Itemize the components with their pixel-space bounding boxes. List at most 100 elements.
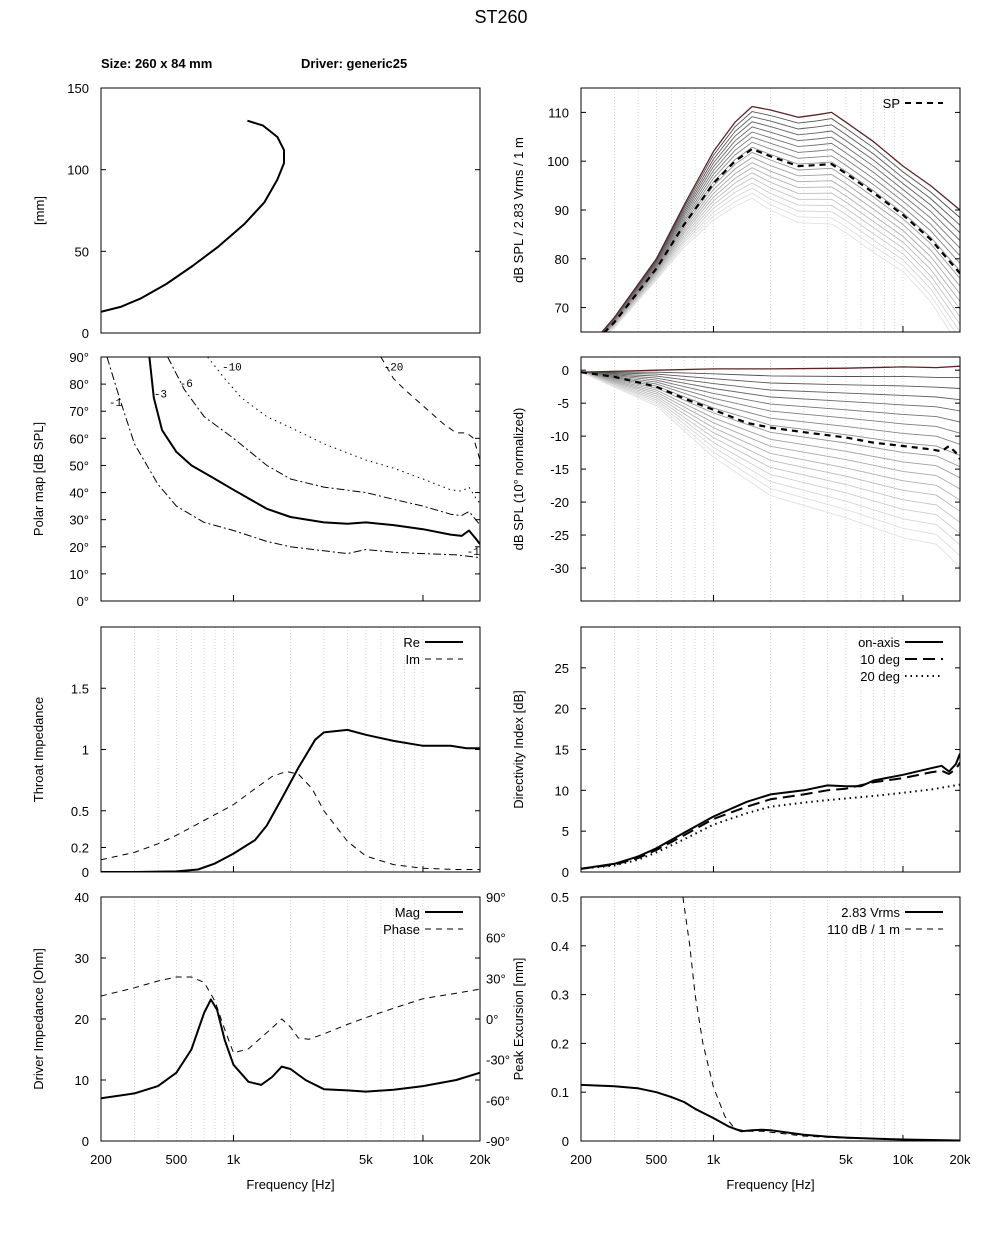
y-tick-label: 0° [77, 594, 89, 609]
excursion-chart: 0 0.1 0.2 0.3 0.4 0.5 200 500 1k 5k 10k 20k Peak Exc… [511, 890, 971, 1192]
y-tick-label: 0 [562, 1134, 569, 1149]
y-axis-label: Peak Excursion [mm] [511, 958, 526, 1081]
polar-family [601, 111, 960, 332]
polar-family [581, 371, 960, 568]
driverz-chart: 0 10 20 30 40 -90° -60° -30° 0° 30° 60° 90° 200 500 1k… [31, 890, 510, 1192]
on-axis-line [581, 365, 960, 373]
plot-frame [100, 356, 481, 602]
y-axis-label: dB SPL / 2.83 Vrms / 1 m [511, 137, 526, 283]
y-tick-label: 110 [548, 105, 569, 120]
y-tick-label: 0 [82, 865, 89, 880]
re-line [101, 728, 480, 872]
contour-label: -1 [109, 398, 123, 410]
polar-curve [581, 371, 960, 401]
throat-chart: 0 0.2 0.5 1 1.5 Throat Impedance Re Im [31, 626, 481, 880]
sp-line [581, 371, 960, 460]
legend-label: Mag [395, 905, 420, 920]
on-axis-line [581, 753, 960, 870]
polar-curve [581, 371, 960, 523]
y-tick-label: -5 [557, 396, 569, 411]
legend-label: 110 dB / 1 m [827, 922, 900, 937]
y-tick-label: 0.1 [551, 1085, 569, 1100]
y-tick-label: 20° [69, 540, 89, 555]
plot-frame [100, 87, 481, 334]
y-tick-label: 50 [75, 244, 89, 259]
polar-curve [581, 371, 960, 378]
y-tick-label: 5 [562, 824, 569, 839]
figure-title: ST260 [474, 7, 527, 27]
polar-curve [605, 167, 960, 332]
2-83-vrms-line [581, 1083, 960, 1141]
legend-label: Re [403, 635, 420, 650]
y-tick-label: 80° [69, 377, 89, 392]
y2-tick-label: -60° [486, 1093, 510, 1108]
y-axis-label: Polar map [dB SPL] [31, 422, 46, 536]
x-tick-label: 20k [470, 1152, 491, 1167]
y-axis-label: Directivity Index [dB] [511, 690, 526, 809]
polar-curve [603, 136, 960, 332]
plot-frame [580, 356, 961, 602]
x-axis-label: Frequency [Hz] [726, 1177, 814, 1192]
phase-line [101, 976, 480, 1054]
y-tick-label: -25 [550, 528, 569, 543]
series-0-line [101, 119, 285, 313]
on-axis-line [601, 105, 960, 332]
y-tick-label: -10 [550, 429, 569, 444]
polar-curve [602, 126, 960, 332]
polar-curve [601, 116, 960, 332]
profile-chart: 0 50 100 150 [mm] [32, 81, 481, 341]
y-tick-label: 0.3 [551, 988, 569, 1003]
y-tick-label: 70° [69, 404, 89, 419]
y-tick-label: 0.5 [551, 890, 569, 905]
polar-curve [603, 141, 960, 332]
y-tick-label: 90 [555, 203, 569, 218]
y2-tick-label: 60° [486, 931, 506, 946]
polar-curve [581, 371, 960, 534]
y-tick-label: 0 [82, 1134, 89, 1149]
y-tick-label: 100 [547, 154, 569, 169]
legend-label: 20 deg [860, 669, 900, 684]
polar-curve [601, 111, 960, 332]
y-tick-label: 25 [555, 661, 569, 676]
polar-curve [581, 371, 960, 512]
y-tick-label: 20 [555, 702, 569, 717]
y2-tick-label: -90° [486, 1134, 510, 1149]
polar-curve [608, 192, 956, 332]
x-tick-label: 20k [950, 1152, 971, 1167]
legend-label: 2.83 Vrms [841, 905, 900, 920]
-6-line [167, 357, 480, 526]
legend-label: 10 deg [860, 652, 900, 667]
y2-tick-label: 30° [486, 971, 506, 986]
polar-curve [581, 371, 960, 568]
y-tick-label: 60° [69, 431, 89, 446]
polar-curve [606, 172, 960, 332]
y-tick-label: 30° [69, 513, 89, 528]
polar-curve [581, 371, 960, 389]
contour-label: -20 [384, 363, 404, 375]
contour-label: -10 [222, 363, 242, 375]
polar-curve [607, 182, 960, 332]
y-tick-label: 80 [555, 252, 569, 267]
polar-curve [602, 131, 960, 332]
contour-label: -6 [180, 379, 193, 391]
polarmap-chart: 0° 10° 20° 30° 40° 50° 60° 70° 80° 90° Polar map [… [31, 350, 481, 609]
110-db-1-m-line [682, 897, 960, 1141]
contour-label: -1 [467, 547, 481, 559]
legend-label: Im [406, 652, 420, 667]
x-tick-label: 10k [412, 1152, 433, 1167]
y-tick-label: 0 [82, 326, 89, 341]
y-tick-label: -20 [550, 495, 569, 510]
legend-label: SP [883, 96, 900, 111]
x-tick-label: 10k [892, 1152, 913, 1167]
-10-line [207, 357, 480, 504]
y-axis-label: [mm] [32, 196, 47, 225]
y-tick-label: 0.2 [551, 1036, 569, 1051]
polar-curve [581, 371, 960, 501]
di-chart: 0 5 10 15 20 25 Directivity Index [dB] on-axis 1… [511, 626, 961, 880]
polar-curve [581, 371, 960, 434]
polar-curve [581, 371, 960, 490]
y-tick-label: 30 [75, 951, 89, 966]
polar-curve [606, 177, 960, 332]
y-tick-label: 10 [555, 783, 569, 798]
y-tick-label: 40° [69, 486, 89, 501]
